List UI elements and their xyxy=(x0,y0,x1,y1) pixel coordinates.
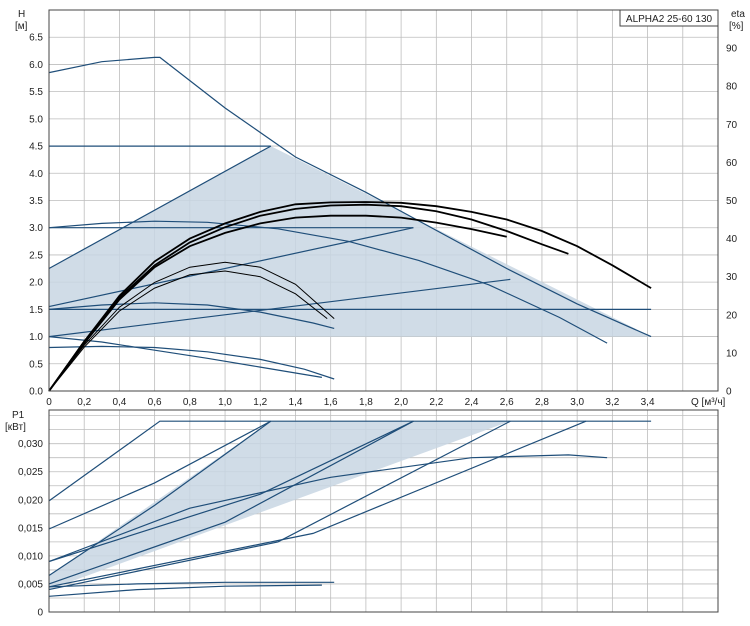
power-curve xyxy=(48,420,511,591)
flow-tick-label: 3,2 xyxy=(605,397,619,408)
flow-tick-label: 0,8 xyxy=(183,397,197,408)
head-tick-label: 2.0 xyxy=(29,278,43,289)
flow-tick-label: 3,4 xyxy=(641,397,655,408)
head-curve xyxy=(48,345,335,380)
power-tick-label: 0,005 xyxy=(18,579,43,590)
flow-tick-label: 1,8 xyxy=(359,397,373,408)
power-panel: 0 0,005 0,010 0,015 0,020 0,025 0,030 P1 [кВт] xyxy=(5,409,719,619)
power-curve xyxy=(48,454,608,563)
head-curve xyxy=(48,278,511,338)
efficiency-curve xyxy=(48,261,335,392)
flow-tick-label: 2,6 xyxy=(500,397,514,408)
head-plot-frame xyxy=(48,9,719,392)
flow-tick-label: 2,0 xyxy=(394,397,408,408)
power-axis-ticks: 0 0,005 0,010 0,015 0,020 0,025 0,030 xyxy=(18,439,43,618)
head-tick-label: 3.0 xyxy=(29,223,43,234)
efficiency-curves xyxy=(48,201,652,392)
efficiency-tick-label: 50 xyxy=(726,196,738,207)
efficiency-tick-label: 30 xyxy=(726,272,738,283)
efficiency-tick-label: 0 xyxy=(726,387,732,398)
efficiency-axis-label: eta xyxy=(731,9,745,20)
efficiency-tick-label: 70 xyxy=(726,120,738,131)
power-curve xyxy=(48,420,272,530)
head-tick-label: 1.0 xyxy=(29,332,43,343)
power-curve xyxy=(48,420,652,502)
efficiency-tick-label: 80 xyxy=(726,82,738,93)
flow-tick-label: 3,0 xyxy=(570,397,584,408)
head-tick-label: 1.5 xyxy=(29,305,43,316)
efficiency-tick-label: 20 xyxy=(726,310,738,321)
flow-tick-label: 1,2 xyxy=(253,397,267,408)
power-curve xyxy=(48,420,587,588)
head-tick-label: 0.0 xyxy=(29,387,43,398)
flow-tick-label: 1,4 xyxy=(289,397,303,408)
power-tick-label: 0,025 xyxy=(18,467,43,478)
efficiency-curve xyxy=(48,214,507,392)
head-tick-label: 2.5 xyxy=(29,250,43,261)
power-curve xyxy=(48,420,414,585)
power-curve xyxy=(48,584,322,597)
power-curves xyxy=(48,420,652,597)
power-curve xyxy=(48,420,272,576)
efficiency-curve xyxy=(48,203,569,392)
efficiency-curve xyxy=(48,201,652,392)
flow-tick-label: 2,2 xyxy=(429,397,443,408)
model-label: ALPHA2 25-60 130 xyxy=(626,14,713,25)
flow-axis-label: Q [м³/ч] xyxy=(691,397,726,408)
power-axis-unit: [кВт] xyxy=(5,422,26,433)
head-panel: 0 0,2 0,4 0,6 0,8 1,0 1,2 1,4 1,6 1,8 2,0 2,2 2,4 2,6… xyxy=(15,9,745,408)
head-curve xyxy=(48,56,652,338)
power-tick-label: 0,010 xyxy=(18,551,43,562)
flow-tick-label: 0,6 xyxy=(148,397,162,408)
efficiency-tick-label: 40 xyxy=(726,234,738,245)
head-axis-ticks: 0.0 0.5 1.0 1.5 2.0 2.5 3.0 3.5 4.0 4.5 5.0 5.5 6.0 6… xyxy=(29,33,43,398)
flow-tick-label: 0,2 xyxy=(77,397,91,408)
efficiency-axis-ticks: 0 10 20 30 40 50 60 70 80 90 xyxy=(726,44,738,398)
efficiency-tick-label: 90 xyxy=(726,44,738,55)
head-tick-label: 3.5 xyxy=(29,196,43,207)
efficiency-curve xyxy=(48,270,328,392)
power-tick-label: 0,030 xyxy=(18,439,43,450)
head-axis-unit: [м] xyxy=(15,21,28,32)
efficiency-axis-unit: [%] xyxy=(729,21,744,32)
model-label-box xyxy=(619,9,719,27)
efficiency-tick-label: 60 xyxy=(726,158,738,169)
power-curve xyxy=(48,581,335,588)
head-tick-label: 6.0 xyxy=(29,60,43,71)
head-curve xyxy=(48,227,414,308)
efficiency-tick-label: 10 xyxy=(726,348,738,359)
head-tick-label: 4.0 xyxy=(29,169,43,180)
head-curve xyxy=(48,220,608,344)
power-tick-label: 0 xyxy=(37,608,43,619)
head-tick-label: 6.5 xyxy=(29,33,43,44)
flow-tick-label: 1,0 xyxy=(218,397,232,408)
power-plot-frame xyxy=(48,409,719,613)
head-tick-label: 5.5 xyxy=(29,87,43,98)
head-tick-label: 4.5 xyxy=(29,142,43,153)
power-axis-label: P1 xyxy=(12,410,25,421)
head-tick-label: 0.5 xyxy=(29,359,43,370)
power-tick-label: 0,015 xyxy=(18,523,43,534)
flow-tick-label: 0 xyxy=(46,397,52,408)
power-curve xyxy=(48,420,414,563)
head-tick-label: 5.0 xyxy=(29,114,43,125)
power-tick-label: 0,020 xyxy=(18,495,43,506)
flow-tick-label: 0,4 xyxy=(112,397,126,408)
head-axis-label: H xyxy=(18,9,25,20)
head-curve xyxy=(48,145,272,270)
flow-tick-label: 2,4 xyxy=(465,397,479,408)
head-curves xyxy=(48,56,652,380)
flow-axis-ticks: 0 0,2 0,4 0,6 0,8 1,0 1,2 1,4 1,6 1,8 2,0 2,2 2,4 2,6… xyxy=(46,397,655,408)
head-curve xyxy=(48,302,335,329)
flow-tick-label: 2,8 xyxy=(535,397,549,408)
head-curve xyxy=(48,336,322,378)
power-operating-range xyxy=(49,421,511,590)
flow-tick-label: 1,6 xyxy=(324,397,338,408)
